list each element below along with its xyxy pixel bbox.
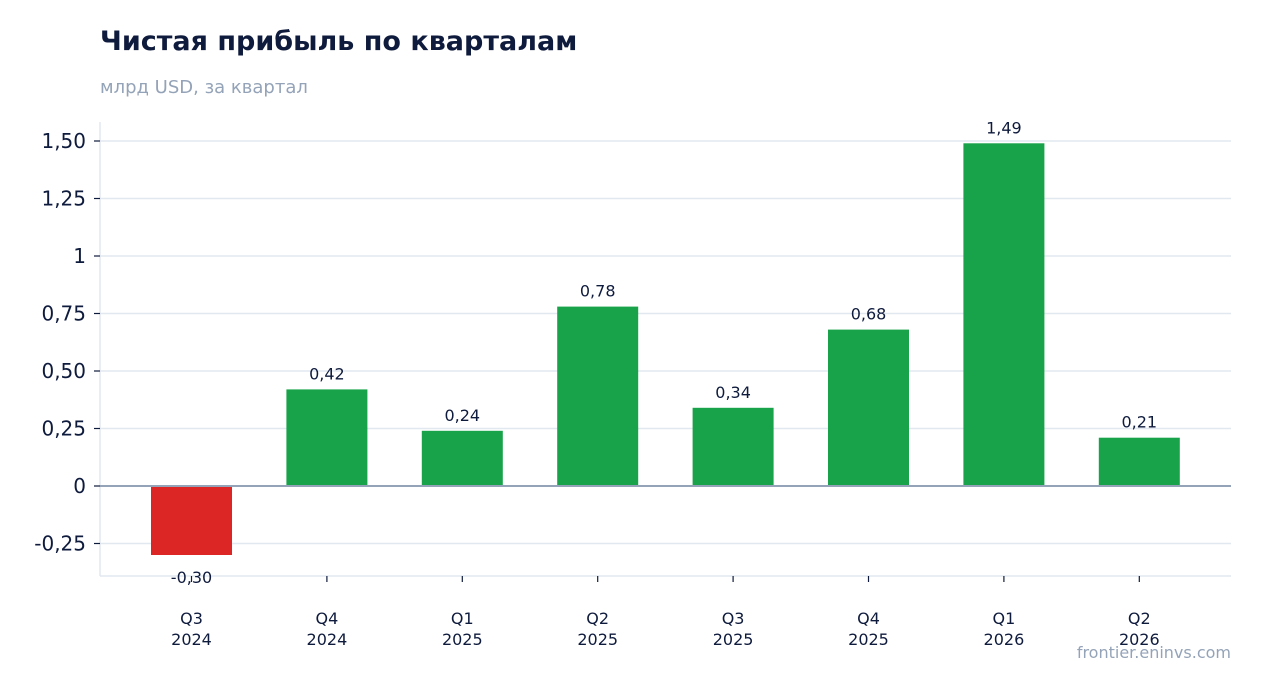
bar: [1098, 437, 1180, 486]
x-tick-label-year: 2025: [577, 630, 618, 649]
y-tick-label: 0,75: [41, 302, 86, 326]
y-tick-label: 0: [73, 474, 86, 498]
axis-layer: [94, 122, 1231, 582]
y-tick-label: 1,50: [41, 129, 86, 153]
data-label: 0,78: [580, 282, 616, 301]
x-tick-label-year: 2025: [442, 630, 483, 649]
x-tick-label-quarter: Q3: [722, 609, 745, 628]
grid-layer: [100, 140, 1231, 545]
bar-layer: [151, 143, 1180, 555]
x-tick-label-quarter: Q2: [1128, 609, 1151, 628]
x-tick-label-year: 2024: [171, 630, 212, 649]
data-label: 0,34: [715, 383, 751, 402]
data-label: 0,42: [309, 364, 345, 383]
y-tick-label: 1,25: [41, 187, 86, 211]
y-tick-label: 0,25: [41, 417, 86, 441]
data-label: -0,30: [171, 568, 212, 587]
bar: [692, 407, 774, 486]
x-tick-label-year: 2026: [984, 630, 1025, 649]
x-tick-label-year: 2025: [848, 630, 889, 649]
bar: [421, 430, 503, 486]
data-label: 0,24: [444, 406, 480, 425]
data-label: 0,21: [1121, 413, 1157, 432]
bar: [286, 389, 368, 486]
x-tick-label-quarter: Q1: [451, 609, 474, 628]
x-tick-label-quarter: Q4: [316, 609, 339, 628]
label-layer: -0,25 0 0,25 0,50 0,75 1 1,25 1,50 -0,30 Q3 2024 0,…: [34, 118, 1159, 649]
source-note: frontier.eninvs.com: [1076, 643, 1231, 662]
data-label: 1,49: [986, 118, 1022, 137]
x-tick-label-year: 2024: [307, 630, 348, 649]
y-tick-label: -0,25: [34, 532, 86, 556]
bar: [828, 329, 909, 486]
bar: [963, 143, 1045, 487]
x-tick-label-quarter: Q3: [180, 609, 203, 628]
bar: [151, 486, 232, 555]
x-tick-label-quarter: Q1: [993, 609, 1016, 628]
data-label: 0,68: [851, 305, 887, 324]
bar: [557, 306, 639, 486]
y-tick-label: 1: [73, 244, 86, 268]
x-tick-label-year: 2026: [1119, 630, 1160, 649]
x-tick-label-year: 2025: [713, 630, 754, 649]
y-tick-label: 0,50: [41, 359, 86, 383]
x-tick-label-quarter: Q4: [857, 609, 880, 628]
chart-title: Чистая прибыль по кварталам: [100, 26, 578, 57]
chart-subtitle: млрд USD, за квартал: [100, 77, 308, 98]
x-tick-label-quarter: Q2: [586, 609, 609, 628]
